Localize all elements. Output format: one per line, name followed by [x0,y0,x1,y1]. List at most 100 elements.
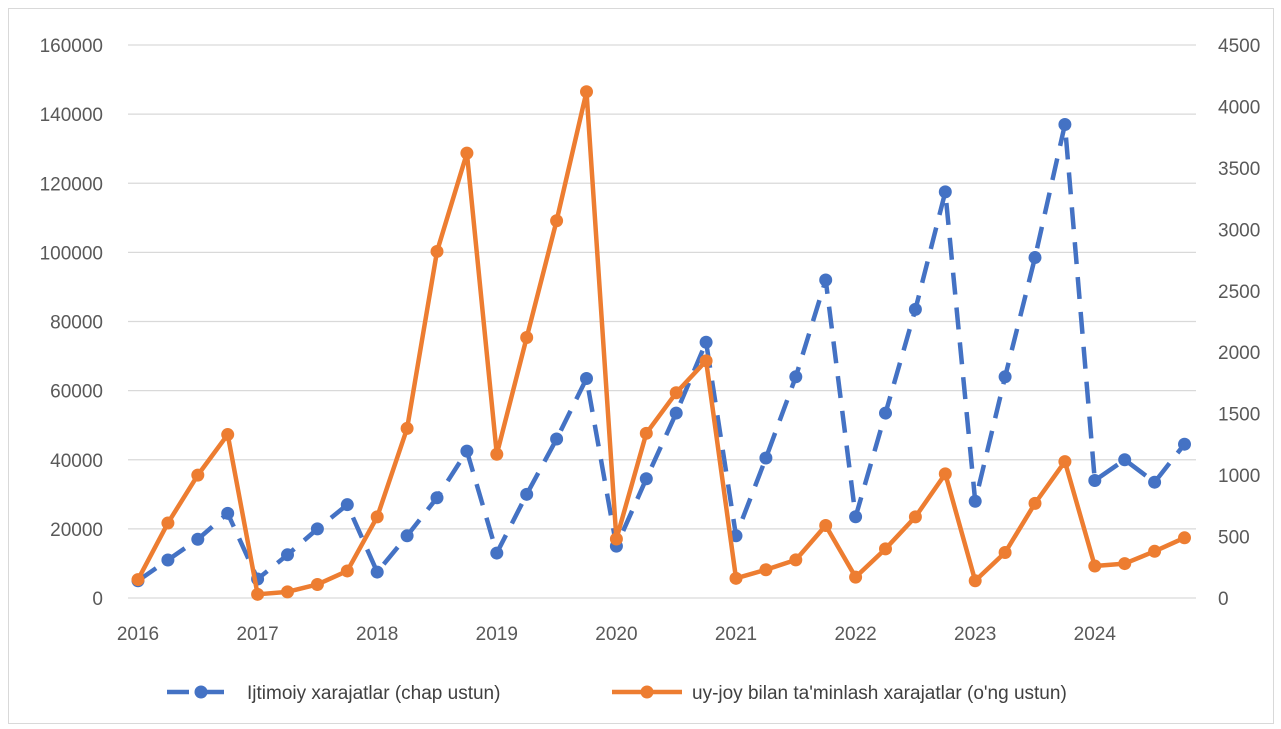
series-line-2 [135,89,1187,597]
right-axis-tick-label: 4500 [1218,36,1260,57]
series-2-point [968,574,982,588]
series-2-point [251,587,265,601]
series-1-point [161,553,175,567]
x-axis-tick-label: 2020 [595,624,637,645]
right-axis-tick-label: 2500 [1218,282,1260,303]
series-1-point [938,185,952,199]
series-1-point [849,510,863,524]
series-2-point [550,214,564,228]
series-2-point [849,570,863,584]
left-axis-tick-label: 100000 [40,243,103,264]
x-axis-tick-label: 2017 [236,624,278,645]
series-1-point [460,444,474,458]
series-1-point [310,522,324,536]
series-2-point [998,546,1012,560]
series-1-point [819,273,833,287]
series-layer [131,85,1191,601]
series-2-point [281,585,294,599]
series-1-point [430,491,444,505]
x-axis-tick-labels: 2016 2017 2018 2019 2020 2021 2022 2023 2024 [117,624,1117,645]
legend-label-2: uy-joy bilan ta'minlash xarajatlar (o'ng… [692,683,1067,704]
series-1-point [1178,437,1191,451]
series-2-point [819,518,833,532]
series-1-point [1028,251,1042,265]
series-1-point [370,565,384,579]
series-1-point [520,487,534,501]
right-axis-tick-label: 0 [1218,589,1229,610]
series-1-point [1058,117,1072,131]
series-2-point [370,510,384,524]
series-2-point [879,542,892,556]
series-1-point [699,335,713,349]
series-2-point [1148,544,1162,558]
series-2-point [759,563,773,577]
series-1-point [789,370,803,384]
series-line-1 [136,122,1187,583]
right-axis-tick-label: 2000 [1218,343,1260,364]
left-axis-tick-label: 160000 [40,36,103,57]
gridlines [128,44,1196,599]
right-axis-tick-label: 500 [1218,528,1250,549]
series-2-point [520,330,534,344]
legend: Ijtimoiy xarajatlar (chap ustun) uy-joy b… [167,683,1067,704]
legend-label-1: Ijtimoiy xarajatlar (chap ustun) [247,683,500,704]
series-1-point [998,370,1012,384]
series-1-point [580,372,593,386]
series-2-point [1118,557,1132,571]
series-1-point [550,432,564,446]
series-1-point [968,494,982,508]
series-2-point [669,386,683,400]
left-axis-tick-label: 20000 [50,520,103,541]
right-axis-tick-label: 3000 [1218,220,1260,241]
series-1-point [908,302,922,316]
left-axis-tick-label: 40000 [50,451,103,472]
series-1-point [340,498,354,512]
series-1-point [191,532,205,546]
series-1-point [879,406,892,420]
series-1-point [1118,453,1132,467]
x-axis-tick-label: 2019 [476,624,518,645]
series-2-point [938,467,952,481]
left-axis-tick-label: 60000 [50,382,103,403]
right-axis-tick-label: 1000 [1218,466,1260,487]
series-2-point [340,564,354,578]
series-1-point [281,548,294,562]
series-2-point [580,85,593,99]
series-2-point [908,510,922,524]
left-axis-tick-label: 140000 [40,105,103,126]
series-2-point [490,447,504,461]
x-axis-tick-label: 2016 [117,624,159,645]
series-2-point [1028,496,1042,510]
series-1-point [1148,475,1162,489]
x-axis-tick-label: 2018 [356,624,398,645]
series-2-point [1088,559,1102,573]
series-1-point [221,506,235,520]
series-2-point [400,421,414,435]
x-axis-tick-label: 2023 [954,624,996,645]
series-2-point [131,573,145,587]
series-2-point [639,426,653,440]
series-2-point [729,571,743,585]
left-axis-tick-labels: 0 20000 40000 60000 80000 100000 120000 140000 1… [40,36,103,610]
legend-marker-2 [640,685,654,699]
series-1-point [400,529,414,543]
series-2-point [221,428,235,442]
series-1-point [1088,473,1102,487]
series-2-point [430,244,444,258]
right-axis-tick-label: 4000 [1218,97,1260,118]
x-axis-tick-label: 2024 [1074,624,1117,645]
series-1-point [639,472,653,486]
series-2-point [161,516,175,530]
series-2-point [1058,455,1072,469]
series-1-point [669,406,683,420]
right-axis-tick-label: 3500 [1218,159,1260,180]
x-axis-tick-label: 2022 [834,624,876,645]
series-1-point [759,451,773,465]
legend-marker-1 [194,685,208,699]
series-2-point [699,354,713,368]
series-2-point [1178,531,1191,545]
series-2-point [310,577,324,591]
right-axis-tick-label: 1500 [1218,405,1260,426]
series-2-point [789,553,803,567]
